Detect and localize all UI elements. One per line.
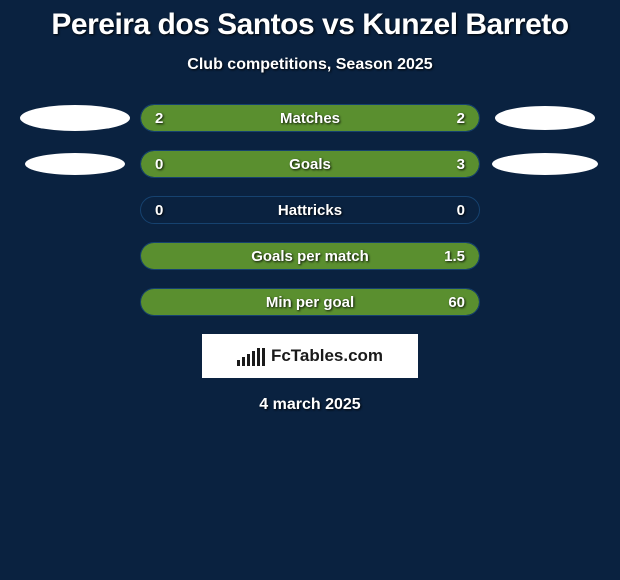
logo-bar-icon (257, 348, 260, 366)
stat-label: Goals (141, 156, 479, 173)
stat-label: Matches (141, 110, 479, 127)
team-logo-placeholder (492, 153, 598, 175)
page-root: Pereira dos Santos vs Kunzel Barreto Clu… (0, 0, 620, 580)
stat-value-right: 0 (457, 202, 465, 219)
stat-label: Goals per match (141, 248, 479, 265)
stat-row: 2Matches2 (0, 104, 620, 132)
stat-value-right: 60 (448, 294, 465, 311)
logo-bars-icon (237, 346, 265, 366)
page-subtitle: Club competitions, Season 2025 (0, 56, 620, 74)
stat-bar: 0Goals3 (140, 150, 480, 178)
logo-bar-icon (242, 357, 245, 366)
fctables-logo: FcTables.com (202, 334, 418, 378)
stats-chart: 2Matches20Goals30Hattricks0Goals per mat… (0, 104, 620, 316)
footer-date: 4 march 2025 (0, 396, 620, 414)
stat-value-right: 2 (457, 110, 465, 127)
stat-row: Min per goal60 (0, 288, 620, 316)
left-logo-slot (10, 153, 140, 175)
stat-value-right: 1.5 (444, 248, 465, 265)
stat-row: 0Goals3 (0, 150, 620, 178)
stat-value-right: 3 (457, 156, 465, 173)
stat-label: Min per goal (141, 294, 479, 311)
logo-bar-icon (262, 348, 265, 366)
left-logo-slot (10, 105, 140, 131)
logo-bar-icon (247, 354, 250, 366)
team-logo-placeholder (20, 105, 130, 131)
logo-bar-icon (252, 351, 255, 366)
stat-bar: Min per goal60 (140, 288, 480, 316)
logo-text: FcTables.com (271, 346, 383, 366)
stat-bar: Goals per match1.5 (140, 242, 480, 270)
team-logo-placeholder (25, 153, 125, 175)
stat-bar: 0Hattricks0 (140, 196, 480, 224)
right-logo-slot (480, 106, 610, 130)
stat-row: Goals per match1.5 (0, 242, 620, 270)
stat-label: Hattricks (141, 202, 479, 219)
page-title: Pereira dos Santos vs Kunzel Barreto (0, 0, 620, 42)
stat-row: 0Hattricks0 (0, 196, 620, 224)
logo-bar-icon (237, 360, 240, 366)
team-logo-placeholder (495, 106, 595, 130)
stat-bar: 2Matches2 (140, 104, 480, 132)
right-logo-slot (480, 153, 610, 175)
